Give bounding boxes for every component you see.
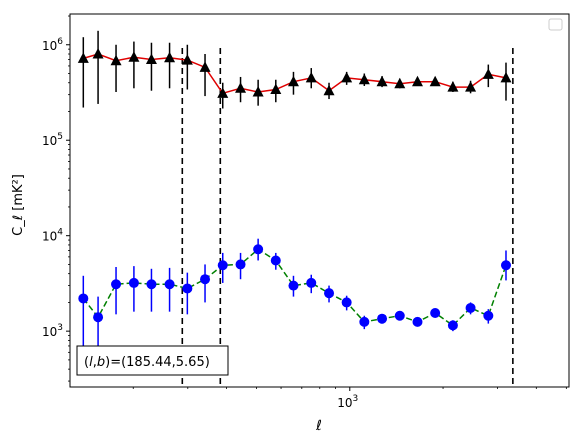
- x-tick-label: 103: [337, 394, 358, 410]
- data-point: [199, 61, 211, 72]
- data-point: [217, 260, 228, 271]
- data-point: [253, 244, 264, 255]
- data-point: [430, 307, 441, 318]
- series: [77, 30, 512, 360]
- data-point: [182, 283, 193, 294]
- data-point: [288, 280, 299, 291]
- data-point: [341, 71, 353, 83]
- vertical-lines: [181, 48, 514, 387]
- data-point: [324, 288, 335, 299]
- y-axis-label: C_ℓ [mK²]: [11, 174, 26, 236]
- data-point: [93, 312, 104, 323]
- data-point: [110, 54, 122, 66]
- data-point: [181, 54, 193, 65]
- data-point: [200, 274, 211, 285]
- svg-text:(l,b)=(185.44,5.65): (l,b)=(185.44,5.65): [84, 355, 210, 370]
- data-point: [128, 277, 139, 288]
- annotation-value: =(185.44,5.65): [110, 355, 210, 370]
- y-tick-label: 106: [42, 37, 63, 53]
- data-point: [447, 320, 458, 331]
- data-point: [252, 86, 264, 97]
- data-point: [500, 260, 511, 271]
- data-point: [287, 75, 299, 87]
- annotation-l: l: [89, 355, 93, 370]
- data-point: [447, 81, 459, 92]
- data-point: [482, 68, 494, 79]
- data-point: [78, 293, 89, 304]
- data-point: [111, 279, 122, 290]
- data-point: [429, 75, 441, 87]
- data-point: [270, 83, 282, 94]
- axis-ticks: 103 104 105 106 103: [42, 15, 567, 410]
- data-point: [376, 75, 388, 87]
- annotation-b: b: [97, 355, 105, 370]
- data-point: [341, 297, 352, 308]
- data-point: [394, 77, 406, 89]
- data-point: [323, 84, 335, 96]
- data-point: [164, 51, 176, 63]
- data-point: [270, 255, 281, 266]
- data-point: [412, 316, 423, 327]
- data-point: [217, 87, 229, 98]
- x-axis-label: ℓ: [315, 418, 322, 434]
- data-point: [483, 310, 494, 321]
- data-point: [465, 302, 476, 313]
- data-point: [235, 82, 247, 93]
- data-point: [500, 71, 512, 83]
- series-1: [77, 30, 512, 109]
- series-2: [78, 238, 511, 360]
- y-tick-label: 103: [42, 323, 63, 339]
- data-point: [358, 73, 370, 85]
- position-annotation: (l,b)=(185.44,5.65): [76, 345, 229, 376]
- data-point: [77, 52, 89, 63]
- data-point: [394, 310, 405, 321]
- data-point: [235, 259, 246, 270]
- data-point: [306, 277, 317, 288]
- data-point: [146, 279, 157, 290]
- data-point: [359, 316, 370, 327]
- data-point: [145, 53, 157, 65]
- data-point: [92, 48, 104, 59]
- data-point: [411, 75, 423, 87]
- data-point: [377, 313, 388, 324]
- y-tick-label: 104: [42, 228, 63, 244]
- data-point: [305, 71, 317, 83]
- data-point: [465, 81, 477, 92]
- y-tick-label: 105: [42, 132, 63, 148]
- data-point: [128, 51, 140, 62]
- data-point: [164, 279, 175, 290]
- legend-box: [548, 18, 563, 31]
